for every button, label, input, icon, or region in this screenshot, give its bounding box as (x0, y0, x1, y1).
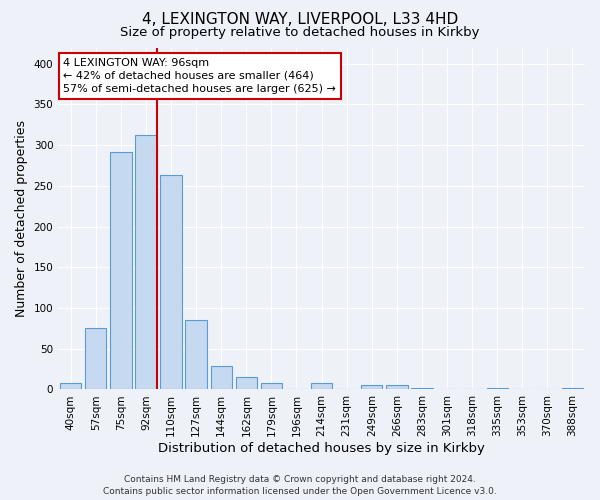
Bar (211, 366, 232, 390)
Bar (487, 388, 508, 390)
Text: Contains HM Land Registry data © Crown copyright and database right 2024.
Contai: Contains HM Land Registry data © Crown c… (103, 474, 497, 496)
Bar (185, 320, 207, 390)
Text: Size of property relative to detached houses in Kirkby: Size of property relative to detached ho… (120, 26, 480, 39)
Bar (236, 377, 257, 390)
Bar (110, 152, 131, 390)
Bar (562, 388, 583, 390)
X-axis label: Distribution of detached houses by size in Kirkby: Distribution of detached houses by size … (158, 442, 485, 455)
Text: 4, LEXINGTON WAY, LIVERPOOL, L33 4HD: 4, LEXINGTON WAY, LIVERPOOL, L33 4HD (142, 12, 458, 28)
Y-axis label: Number of detached properties: Number of detached properties (15, 120, 28, 317)
Bar (60, 383, 82, 390)
Bar (160, 176, 182, 390)
Text: 4 LEXINGTON WAY: 96sqm
← 42% of detached houses are smaller (464)
57% of semi-de: 4 LEXINGTON WAY: 96sqm ← 42% of detached… (64, 58, 337, 94)
Bar (311, 383, 332, 390)
Bar (411, 388, 433, 390)
Bar (361, 386, 382, 390)
Bar (136, 136, 157, 390)
Bar (386, 386, 407, 390)
Bar (261, 383, 282, 390)
Bar (85, 328, 106, 390)
